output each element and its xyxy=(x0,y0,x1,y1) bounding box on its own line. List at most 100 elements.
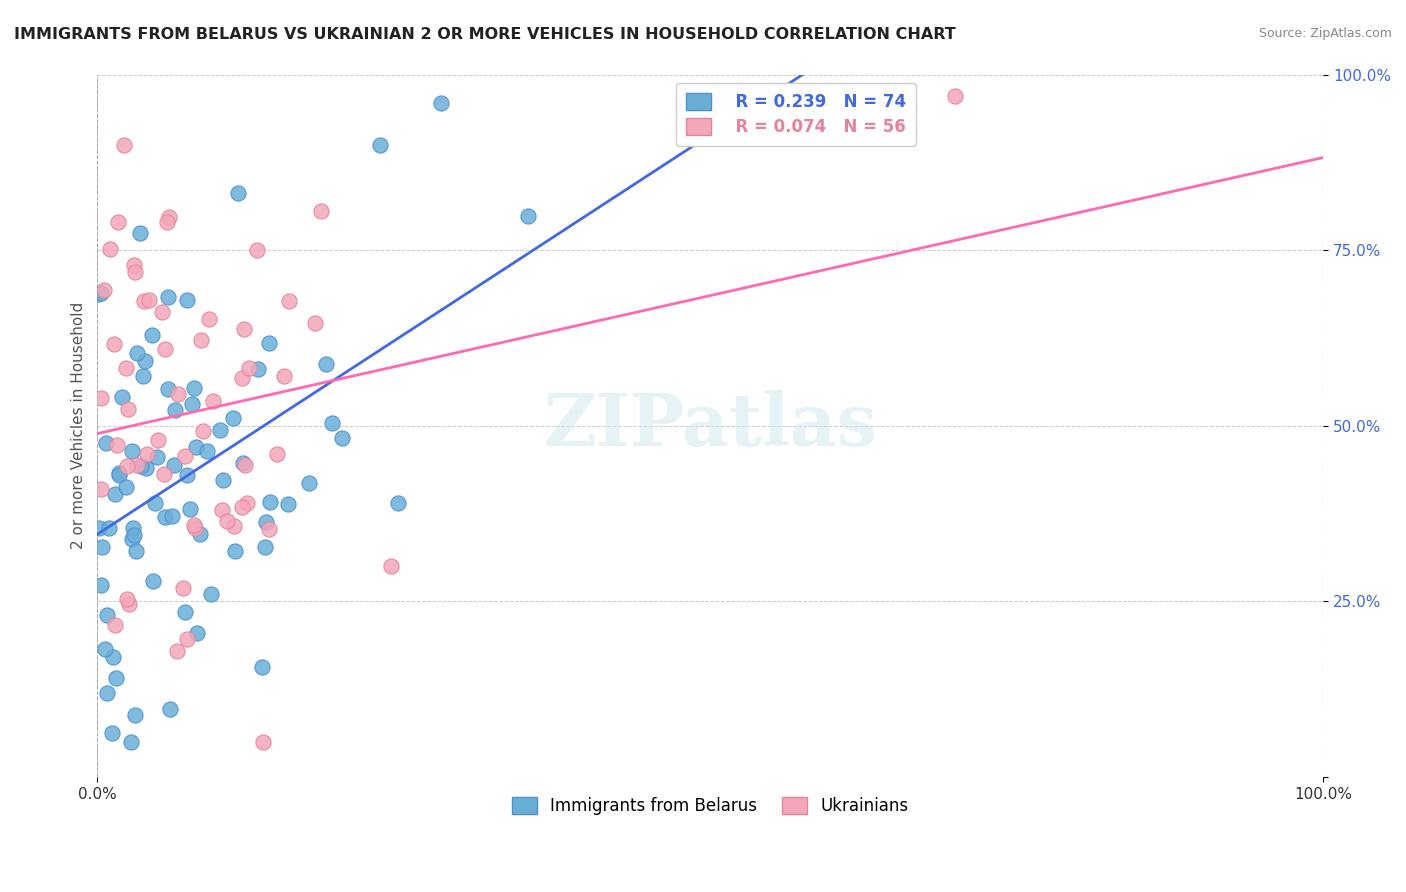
Point xyxy=(96,608,118,623)
Point xyxy=(191,424,214,438)
Point xyxy=(195,444,218,458)
Point xyxy=(90,285,112,300)
Point xyxy=(89,521,111,535)
Point xyxy=(233,458,256,472)
Point xyxy=(165,403,187,417)
Point xyxy=(94,642,117,657)
Legend: Immigrants from Belarus, Ukrainians: Immigrants from Belarus, Ukrainians xyxy=(502,787,918,825)
Point xyxy=(172,581,194,595)
Point xyxy=(90,578,112,592)
Point xyxy=(277,496,299,510)
Point xyxy=(103,337,125,351)
Point xyxy=(98,242,121,256)
Point xyxy=(91,540,114,554)
Point xyxy=(429,95,451,110)
Point xyxy=(309,204,332,219)
Point xyxy=(186,626,208,640)
Point xyxy=(162,508,184,523)
Point xyxy=(146,433,169,447)
Point xyxy=(224,544,246,558)
Point xyxy=(107,215,129,229)
Point xyxy=(297,475,319,490)
Point xyxy=(246,243,269,257)
Point xyxy=(146,450,169,464)
Point xyxy=(90,391,112,405)
Point xyxy=(157,210,180,224)
Point xyxy=(254,516,277,530)
Point xyxy=(304,316,326,330)
Point xyxy=(96,686,118,700)
Point xyxy=(108,468,131,483)
Point xyxy=(124,528,146,542)
Point xyxy=(370,137,392,152)
Point xyxy=(257,336,280,351)
Point xyxy=(179,501,201,516)
Point xyxy=(108,466,131,480)
Point xyxy=(315,357,337,371)
Point xyxy=(128,226,150,240)
Point xyxy=(176,632,198,646)
Point xyxy=(250,660,273,674)
Point xyxy=(122,258,145,272)
Point xyxy=(232,322,254,336)
Point xyxy=(153,467,176,482)
Point xyxy=(104,618,127,632)
Point xyxy=(259,494,281,508)
Point xyxy=(163,458,186,473)
Point xyxy=(117,458,139,473)
Point xyxy=(153,342,176,356)
Point xyxy=(153,509,176,524)
Point xyxy=(156,290,179,304)
Point xyxy=(125,345,148,359)
Point xyxy=(184,440,207,454)
Point xyxy=(142,574,165,588)
Point xyxy=(231,500,253,514)
Point xyxy=(125,544,148,558)
Y-axis label: 2 or more Vehicles in Household: 2 or more Vehicles in Household xyxy=(72,302,86,549)
Point xyxy=(184,521,207,535)
Point xyxy=(156,382,179,396)
Point xyxy=(198,311,221,326)
Point xyxy=(114,480,136,494)
Point xyxy=(217,514,239,528)
Point xyxy=(138,293,160,308)
Point xyxy=(117,598,139,612)
Point xyxy=(209,423,232,437)
Point xyxy=(945,88,967,103)
Point xyxy=(174,449,197,463)
Point xyxy=(122,521,145,535)
Point xyxy=(236,496,259,510)
Point xyxy=(387,496,409,510)
Point xyxy=(115,592,138,607)
Point xyxy=(190,333,212,347)
Point xyxy=(257,522,280,536)
Point xyxy=(125,458,148,473)
Point xyxy=(167,386,190,401)
Point xyxy=(135,447,157,461)
Point xyxy=(211,503,233,517)
Point xyxy=(252,735,274,749)
Point xyxy=(105,438,128,452)
Point xyxy=(156,214,179,228)
Point xyxy=(104,486,127,500)
Point xyxy=(90,482,112,496)
Point xyxy=(231,371,253,385)
Text: IMMIGRANTS FROM BELARUS VS UKRAINIAN 2 OR MORE VEHICLES IN HOUSEHOLD CORRELATION: IMMIGRANTS FROM BELARUS VS UKRAINIAN 2 O… xyxy=(14,27,956,42)
Point xyxy=(238,360,260,375)
Text: ZIPatlas: ZIPatlas xyxy=(543,390,877,461)
Point xyxy=(183,517,205,532)
Point xyxy=(190,527,212,541)
Point xyxy=(222,411,245,425)
Point xyxy=(112,137,135,152)
Point xyxy=(159,702,181,716)
Point xyxy=(101,726,124,740)
Point xyxy=(183,381,205,395)
Point xyxy=(380,559,402,574)
Point xyxy=(124,708,146,723)
Text: Source: ZipAtlas.com: Source: ZipAtlas.com xyxy=(1258,27,1392,40)
Point xyxy=(173,605,195,619)
Point xyxy=(135,461,157,475)
Point xyxy=(321,416,343,430)
Point xyxy=(254,540,277,554)
Point xyxy=(176,467,198,482)
